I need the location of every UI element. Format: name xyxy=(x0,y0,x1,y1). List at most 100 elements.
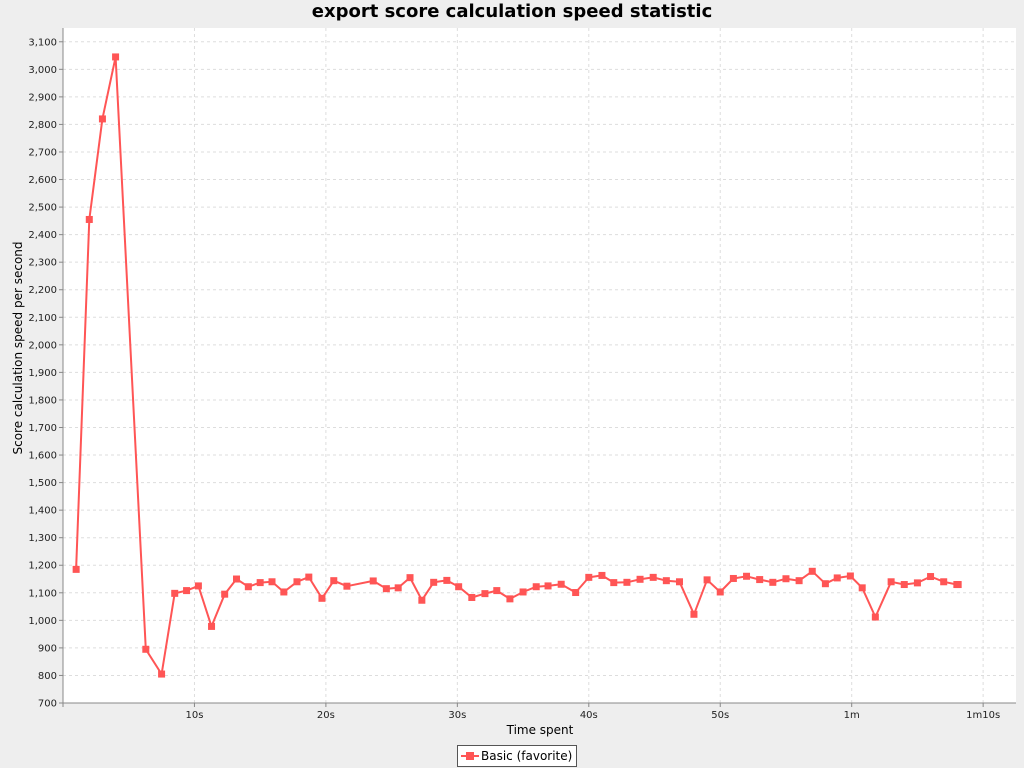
data-point xyxy=(519,588,527,596)
data-point xyxy=(769,578,777,586)
data-point xyxy=(443,576,451,584)
data-point xyxy=(690,610,698,618)
series-group xyxy=(72,53,962,678)
data-point xyxy=(716,588,724,596)
y-tick-label: 1,200 xyxy=(28,561,57,572)
data-point xyxy=(430,578,438,586)
x-tick-label: 20s xyxy=(317,710,335,721)
data-point xyxy=(532,583,540,591)
data-point xyxy=(382,585,390,593)
y-tick-label: 1,600 xyxy=(28,451,57,462)
y-tick-label: 3,000 xyxy=(28,65,57,76)
data-point xyxy=(142,645,150,653)
data-point xyxy=(940,578,948,586)
data-point xyxy=(927,573,935,581)
grid-lines xyxy=(63,28,1016,704)
data-point xyxy=(72,565,80,573)
data-point xyxy=(572,589,580,597)
y-tick-label: 2,400 xyxy=(28,230,57,241)
y-tick-label: 2,000 xyxy=(28,340,57,351)
data-point xyxy=(900,581,908,589)
data-point xyxy=(293,578,301,586)
data-point xyxy=(112,53,120,61)
data-point xyxy=(598,571,606,579)
x-tick-label: 1m10s xyxy=(966,710,1000,721)
y-tick-label: 1,900 xyxy=(28,368,57,379)
y-tick-label: 1,400 xyxy=(28,506,57,517)
y-tick-label: 2,800 xyxy=(28,120,57,131)
data-point xyxy=(782,575,790,583)
legend-label: Basic (favorite) xyxy=(481,749,573,763)
data-point xyxy=(846,572,854,580)
legend-swatch xyxy=(461,746,479,766)
data-point xyxy=(394,584,402,592)
y-tick-label: 3,100 xyxy=(28,37,57,48)
x-tick-label: 40s xyxy=(580,710,598,721)
data-point xyxy=(729,574,737,582)
data-point xyxy=(493,587,501,595)
y-tick-label: 1,500 xyxy=(28,478,57,489)
data-point xyxy=(544,582,552,590)
data-point xyxy=(913,579,921,587)
y-tick-label: 900 xyxy=(38,643,57,654)
y-tick-label: 2,200 xyxy=(28,285,57,296)
data-point xyxy=(233,575,241,583)
data-point xyxy=(557,580,565,588)
y-axis-label: Score calculation speed per second xyxy=(11,241,25,454)
y-tick-label: 2,900 xyxy=(28,92,57,103)
data-point xyxy=(330,577,338,585)
data-point xyxy=(636,575,644,583)
data-point xyxy=(208,622,216,630)
y-axis-ticks: 700 800 900 1,000 1,100 1,200 1,300 1,400 1,500 1… xyxy=(28,37,63,710)
data-point xyxy=(675,578,683,586)
plot-area xyxy=(63,28,1016,703)
data-point xyxy=(455,583,463,591)
data-point xyxy=(795,577,803,585)
data-point xyxy=(268,578,276,586)
data-point xyxy=(743,572,751,580)
data-point xyxy=(468,593,476,601)
x-tick-label: 30s xyxy=(448,710,466,721)
y-tick-label: 1,800 xyxy=(28,395,57,406)
y-tick-label: 1,000 xyxy=(28,616,57,627)
data-point xyxy=(506,595,514,603)
data-point xyxy=(756,576,764,584)
data-point xyxy=(610,579,618,587)
data-point xyxy=(305,573,313,581)
data-point xyxy=(821,580,829,588)
data-point xyxy=(280,588,288,596)
data-point xyxy=(221,590,229,598)
y-tick-label: 700 xyxy=(38,699,57,710)
data-point xyxy=(871,613,879,621)
data-point xyxy=(623,578,631,586)
y-tick-label: 2,100 xyxy=(28,313,57,324)
y-tick-label: 800 xyxy=(38,671,57,682)
data-point xyxy=(649,573,657,581)
data-point xyxy=(98,115,106,123)
legend: Basic (favorite) xyxy=(457,745,578,767)
x-axis-ticks: 10s 20s 30s 40s 50s 1m 1m10s xyxy=(62,703,1000,721)
data-point xyxy=(662,577,670,585)
y-tick-label: 1,100 xyxy=(28,588,57,599)
x-tick-label: 50s xyxy=(711,710,729,721)
data-point xyxy=(183,587,191,595)
x-tick-label: 1m xyxy=(844,710,860,721)
data-point xyxy=(585,573,593,581)
y-tick-label: 2,300 xyxy=(28,258,57,269)
data-point xyxy=(318,594,326,602)
data-point xyxy=(887,578,895,586)
x-tick-label: 10s xyxy=(185,710,203,721)
data-point xyxy=(171,589,179,597)
y-tick-label: 1,700 xyxy=(28,423,57,434)
data-point xyxy=(85,215,93,223)
data-point xyxy=(418,596,426,604)
data-point xyxy=(158,670,166,678)
data-point xyxy=(194,582,202,590)
data-point xyxy=(954,581,962,589)
data-point xyxy=(244,583,252,591)
data-point xyxy=(343,582,351,590)
data-point xyxy=(833,574,841,582)
y-tick-label: 2,700 xyxy=(28,147,57,158)
data-point xyxy=(481,590,489,598)
